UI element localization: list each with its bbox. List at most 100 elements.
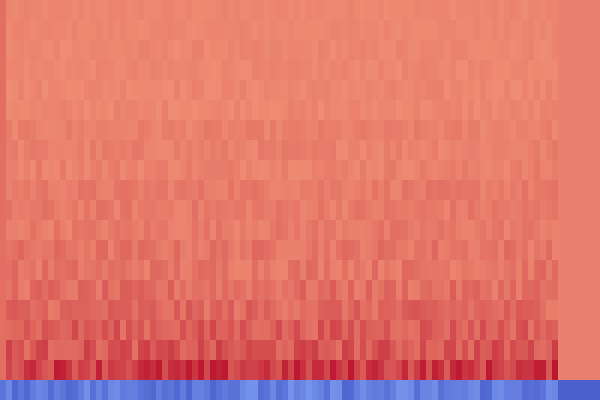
heatmap-cell: [156, 0, 163, 21]
heatmap-cell: [558, 100, 565, 121]
heatmap-cell: [144, 220, 151, 241]
heatmap-cell: [414, 220, 421, 241]
heatmap-cell: [30, 140, 37, 161]
heatmap-cell: [264, 140, 271, 161]
heatmap-cell: [426, 380, 433, 400]
heatmap-cell: [48, 160, 55, 181]
heatmap-cell: [24, 80, 31, 101]
heatmap-cell: [60, 140, 67, 161]
heatmap-cell: [366, 180, 373, 201]
heatmap-cell: [42, 340, 49, 361]
heatmap-cell: [264, 220, 271, 241]
heatmap-cell: [276, 20, 283, 41]
heatmap-cell: [246, 160, 253, 181]
heatmap-cell: [498, 260, 505, 281]
heatmap-cell: [552, 40, 559, 61]
heatmap-cell: [414, 0, 421, 21]
heatmap-cell: [240, 120, 247, 141]
heatmap-cell: [462, 160, 469, 181]
heatmap-cell: [588, 100, 595, 121]
heatmap-cell: [90, 380, 97, 400]
heatmap-cell: [186, 120, 193, 141]
heatmap-cell: [12, 340, 19, 361]
heatmap-cell: [318, 0, 325, 21]
heatmap-cell: [228, 280, 235, 301]
heatmap-cell: [534, 340, 541, 361]
heatmap-cell: [156, 180, 163, 201]
heatmap-cell: [384, 160, 391, 181]
heatmap-cell: [174, 0, 181, 21]
heatmap-cell: [462, 140, 469, 161]
heatmap-cell: [408, 20, 415, 41]
heatmap-cell: [486, 260, 493, 281]
heatmap-cell: [594, 340, 600, 361]
heatmap-cell: [198, 0, 205, 21]
heatmap-cell: [228, 60, 235, 81]
heatmap-cell: [180, 380, 187, 400]
heatmap-cell: [402, 380, 409, 400]
heatmap-cell: [246, 380, 253, 400]
heatmap-cell: [252, 280, 259, 301]
heatmap-cell: [180, 180, 187, 201]
heatmap-cell: [372, 40, 379, 61]
heatmap-cell: [372, 220, 379, 241]
heatmap-cell: [312, 320, 319, 341]
heatmap-cell: [120, 180, 127, 201]
heatmap-cell: [102, 320, 109, 341]
heatmap-cell: [252, 300, 259, 321]
heatmap-cell: [414, 80, 421, 101]
heatmap-cell: [246, 60, 253, 81]
heatmap-cell: [426, 360, 433, 381]
heatmap-cell: [6, 140, 13, 161]
heatmap-cell: [126, 340, 133, 361]
heatmap-cell: [108, 300, 115, 321]
heatmap-cell: [384, 100, 391, 121]
heatmap-cell: [540, 300, 547, 321]
heatmap-cell: [156, 360, 163, 381]
heatmap-cell: [204, 220, 211, 241]
heatmap-cell: [138, 320, 145, 341]
heatmap-cell: [150, 240, 157, 261]
heatmap-cell: [90, 200, 97, 221]
heatmap-cell: [174, 20, 181, 41]
heatmap-cell: [108, 340, 115, 361]
heatmap-cell: [570, 40, 577, 61]
heatmap-cell: [54, 320, 61, 341]
heatmap-cell: [276, 360, 283, 381]
heatmap-cell: [354, 380, 361, 400]
heatmap-cell: [36, 20, 43, 41]
heatmap-cell: [60, 360, 67, 381]
heatmap-cell: [84, 80, 91, 101]
heatmap-cell: [228, 140, 235, 161]
heatmap-cell: [42, 300, 49, 321]
heatmap-cell: [282, 160, 289, 181]
heatmap-cell: [324, 160, 331, 181]
heatmap-cell: [84, 40, 91, 61]
heatmap-cell: [300, 80, 307, 101]
heatmap-cell: [288, 220, 295, 241]
heatmap-cell: [504, 120, 511, 141]
heatmap-cell: [12, 220, 19, 241]
heatmap-cell: [306, 260, 313, 281]
heatmap-cell: [324, 140, 331, 161]
heatmap-cell: [228, 200, 235, 221]
heatmap-cell: [360, 340, 367, 361]
heatmap-cell: [570, 140, 577, 161]
heatmap-cell: [354, 200, 361, 221]
heatmap-cell: [162, 340, 169, 361]
heatmap-cell: [444, 300, 451, 321]
heatmap-cell: [576, 360, 583, 381]
heatmap-cell: [102, 380, 109, 400]
heatmap-cell: [438, 40, 445, 61]
heatmap-cell: [432, 240, 439, 261]
heatmap-cell: [426, 120, 433, 141]
heatmap-cell: [528, 320, 535, 341]
heatmap-cell: [312, 380, 319, 400]
heatmap-cell: [174, 280, 181, 301]
heatmap-cell: [150, 140, 157, 161]
heatmap-cell: [192, 120, 199, 141]
heatmap-cell: [222, 160, 229, 181]
heatmap-cell: [348, 40, 355, 61]
heatmap-cell: [324, 320, 331, 341]
heatmap-cell: [582, 240, 589, 261]
